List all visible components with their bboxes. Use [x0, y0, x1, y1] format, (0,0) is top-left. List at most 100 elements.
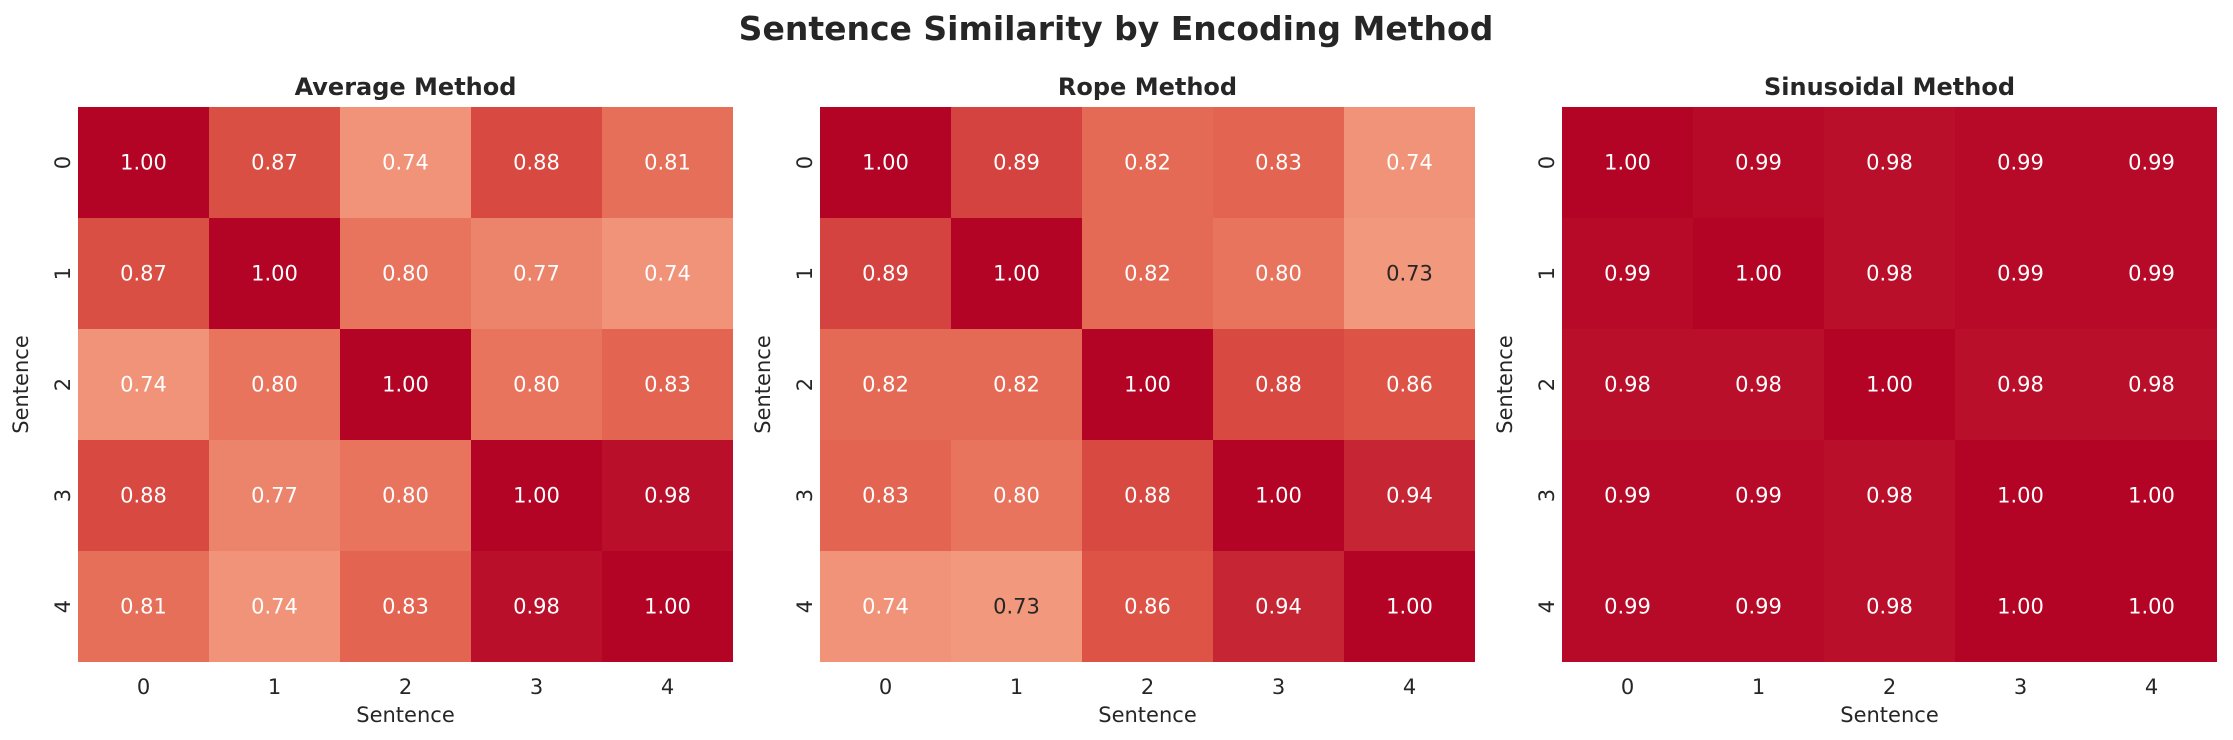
x-ticks: 0 1 2 3 4 — [879, 675, 1416, 699]
heatmap-cell — [1955, 107, 2086, 218]
cell-value-label: 1.00 — [382, 373, 429, 397]
panel-average: Average Method Sentence Sentence 1.00 0.8… — [9, 73, 733, 727]
cell-value-label: 0.98 — [1604, 373, 1651, 397]
cell-value-label: 0.74 — [120, 373, 167, 397]
heatmap-cell — [1693, 218, 1824, 329]
cell-value-label: 0.86 — [1386, 373, 1433, 397]
cell-value-label: 0.99 — [1604, 262, 1651, 286]
panel-title: Rope Method — [1058, 73, 1237, 101]
heatmap-cell — [1562, 440, 1693, 551]
y-tick-label: 0 — [51, 156, 75, 169]
cell-value-label: 0.99 — [1735, 151, 1782, 175]
cell-value-label: 0.99 — [1997, 262, 2044, 286]
heatmap-cell — [1082, 551, 1213, 662]
heatmap-cell — [951, 551, 1082, 662]
cell-value-label: 0.80 — [993, 484, 1040, 508]
cell-value-label: 1.00 — [513, 484, 560, 508]
cell-value-label: 0.83 — [1255, 151, 1302, 175]
heatmap-cell — [209, 218, 340, 329]
cell-value-label: 0.74 — [644, 262, 691, 286]
heatmap-cell — [209, 107, 340, 218]
heatmap-cell — [2086, 551, 2217, 662]
heatmap-cells: 1.00 0.99 0.98 0.99 0.99 0.99 1.00 0.98 0.99 0.99… — [1562, 107, 2217, 662]
heatmap-cell — [1213, 329, 1344, 440]
y-tick-label: 3 — [793, 489, 817, 502]
cell-value-label: 0.74 — [862, 595, 909, 619]
cell-value-label: 0.74 — [382, 151, 429, 175]
cell-value-label: 0.80 — [251, 373, 298, 397]
heatmap-cell — [602, 329, 733, 440]
cell-value-label: 0.77 — [251, 484, 298, 508]
heatmap-cell — [951, 329, 1082, 440]
x-tick-label: 3 — [530, 675, 543, 699]
y-tick-label: 3 — [51, 489, 75, 502]
cell-value-label: 1.00 — [1997, 484, 2044, 508]
cell-value-label: 1.00 — [1124, 373, 1171, 397]
heatmap-cell — [340, 107, 471, 218]
heatmap-cell — [1562, 551, 1693, 662]
cell-value-label: 0.83 — [862, 484, 909, 508]
heatmap-cell — [1562, 218, 1693, 329]
heatmap-cell — [820, 218, 951, 329]
cell-value-label: 1.00 — [1604, 151, 1651, 175]
heatmap-cell — [340, 329, 471, 440]
cell-value-label: 1.00 — [1735, 262, 1782, 286]
cell-value-label: 0.99 — [2128, 262, 2175, 286]
cell-value-label: 0.88 — [1255, 373, 1302, 397]
heatmap-cell — [471, 440, 602, 551]
heatmap-cell — [471, 329, 602, 440]
cell-value-label: 0.82 — [1124, 151, 1171, 175]
cell-value-label: 1.00 — [993, 262, 1040, 286]
heatmap-cell — [1824, 551, 1955, 662]
heatmap-cell — [951, 440, 1082, 551]
cell-value-label: 1.00 — [644, 595, 691, 619]
heatmap-cell — [1824, 440, 1955, 551]
heatmap-cell — [1082, 218, 1213, 329]
y-ticks: 0 1 2 3 4 — [793, 156, 817, 613]
cell-value-label: 1.00 — [1866, 373, 1913, 397]
heatmap-cell — [1213, 551, 1344, 662]
heatmap-cell — [1082, 440, 1213, 551]
heatmap-cells: 1.00 0.87 0.74 0.88 0.81 0.87 1.00 0.80 0.77 0.74… — [78, 107, 733, 662]
cell-value-label: 0.98 — [1866, 262, 1913, 286]
cell-value-label: 0.74 — [251, 595, 298, 619]
heatmap-cell — [602, 107, 733, 218]
x-tick-label: 1 — [1010, 675, 1023, 699]
heatmap-cell — [1693, 440, 1824, 551]
cell-value-label: 0.87 — [120, 262, 167, 286]
panel-rope: Rope Method Sentence Sentence 1.00 0.89 0.… — [751, 73, 1475, 727]
x-tick-label: 1 — [1752, 675, 1765, 699]
y-axis-label: Sentence — [9, 335, 33, 434]
heatmap-cell — [209, 551, 340, 662]
cell-value-label: 0.98 — [2128, 373, 2175, 397]
cell-value-label: 0.88 — [1124, 484, 1171, 508]
y-ticks: 0 1 2 3 4 — [51, 156, 75, 613]
cell-value-label: 0.83 — [382, 595, 429, 619]
cell-value-label: 0.98 — [1735, 373, 1782, 397]
cell-value-label: 1.00 — [1997, 595, 2044, 619]
cell-value-label: 0.94 — [1255, 595, 1302, 619]
y-tick-label: 0 — [793, 156, 817, 169]
heatmap-cell — [78, 551, 209, 662]
cell-value-label: 1.00 — [1255, 484, 1302, 508]
y-tick-label: 2 — [793, 378, 817, 391]
cell-value-label: 0.99 — [1735, 484, 1782, 508]
cell-value-label: 0.99 — [1604, 595, 1651, 619]
cell-value-label: 1.00 — [251, 262, 298, 286]
heatmap-cell — [1955, 218, 2086, 329]
heatmap-cell — [78, 329, 209, 440]
cell-value-label: 0.82 — [862, 373, 909, 397]
cell-value-label: 0.86 — [1124, 595, 1171, 619]
heatmap-cell — [1955, 440, 2086, 551]
x-tick-label: 2 — [399, 675, 412, 699]
heatmap-cell — [1344, 551, 1475, 662]
heatmap-cell — [820, 329, 951, 440]
x-tick-label: 0 — [137, 675, 150, 699]
heatmap-cell — [340, 440, 471, 551]
cell-value-label: 0.98 — [1866, 484, 1913, 508]
heatmap-cell — [820, 440, 951, 551]
heatmap-cell — [1955, 329, 2086, 440]
cell-value-label: 0.89 — [862, 262, 909, 286]
heatmap-cell — [209, 329, 340, 440]
heatmap-cell — [340, 551, 471, 662]
